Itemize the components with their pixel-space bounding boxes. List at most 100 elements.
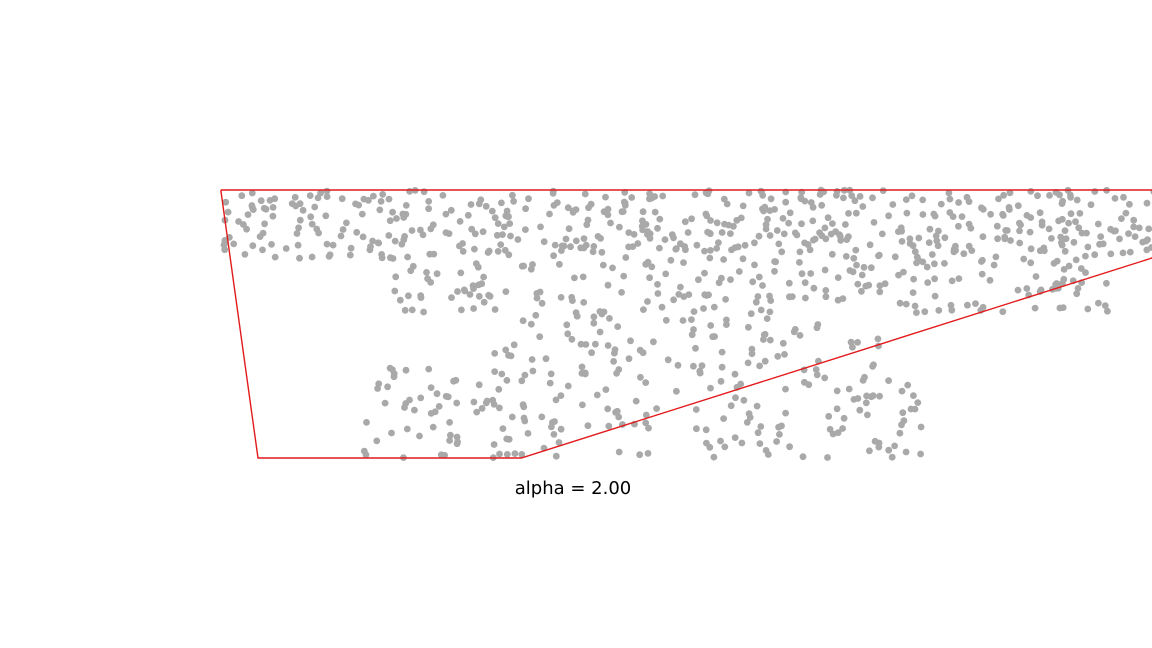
- data-point: [842, 253, 850, 260]
- data-point: [346, 251, 354, 259]
- data-point: [503, 377, 511, 384]
- data-point: [691, 191, 699, 199]
- data-point: [249, 242, 257, 250]
- data-point: [578, 363, 586, 371]
- data-point: [573, 312, 581, 320]
- data-point: [375, 239, 383, 247]
- data-point: [532, 311, 540, 319]
- data-point: [680, 259, 687, 266]
- data-point: [445, 230, 453, 238]
- data-point: [955, 222, 962, 230]
- data-point: [761, 330, 769, 338]
- data-point: [529, 367, 537, 375]
- data-point: [528, 356, 536, 363]
- data-point: [602, 193, 609, 201]
- data-point: [470, 398, 478, 406]
- data-point: [717, 437, 724, 445]
- data-point: [735, 268, 743, 275]
- data-point: [518, 451, 526, 458]
- data-point: [771, 267, 778, 275]
- data-point: [994, 235, 1001, 243]
- data-point: [869, 194, 876, 202]
- data-point: [614, 323, 622, 330]
- data-point: [577, 340, 585, 348]
- data-point: [822, 293, 830, 301]
- data-point: [843, 236, 851, 244]
- data-point: [1031, 304, 1039, 312]
- data-point: [763, 315, 771, 322]
- data-point: [813, 324, 821, 332]
- data-point: [781, 351, 788, 358]
- data-point: [801, 239, 808, 247]
- data-point: [489, 396, 497, 404]
- data-point: [429, 423, 437, 431]
- data-point: [766, 336, 774, 344]
- data-point: [930, 210, 938, 218]
- data-point: [813, 371, 821, 379]
- data-point: [238, 192, 246, 200]
- data-point: [569, 207, 577, 215]
- data-point: [468, 225, 476, 233]
- data-point: [454, 288, 461, 295]
- data-point: [845, 210, 852, 217]
- data-point: [488, 207, 496, 215]
- data-point: [900, 268, 907, 276]
- data-point: [670, 296, 677, 304]
- data-point: [816, 191, 824, 198]
- data-point: [941, 234, 949, 242]
- data-point: [987, 210, 994, 218]
- data-point: [992, 253, 1000, 261]
- data-point: [926, 225, 934, 233]
- data-point: [521, 417, 529, 425]
- data-point: [452, 376, 460, 384]
- data-point: [616, 223, 623, 231]
- data-point: [1061, 227, 1069, 235]
- data-point: [337, 232, 345, 240]
- data-point: [580, 235, 588, 243]
- data-point: [401, 306, 409, 314]
- data-point: [673, 245, 680, 252]
- data-point: [427, 225, 435, 233]
- data-point: [448, 294, 455, 301]
- data-point: [625, 229, 633, 237]
- data-point: [878, 230, 886, 238]
- data-point: [477, 196, 485, 204]
- data-point: [854, 339, 861, 346]
- data-point: [613, 407, 621, 415]
- data-point: [723, 321, 730, 328]
- data-point: [965, 242, 973, 250]
- data-point: [1058, 239, 1065, 247]
- data-point: [1097, 233, 1105, 241]
- data-point: [870, 361, 877, 369]
- data-point: [271, 253, 279, 261]
- data-point: [762, 447, 770, 454]
- data-point: [442, 392, 450, 400]
- data-point: [502, 346, 510, 354]
- data-point: [427, 384, 435, 391]
- data-point: [727, 276, 734, 283]
- data-point: [701, 291, 709, 299]
- data-point: [828, 250, 836, 258]
- data-point: [1125, 230, 1132, 238]
- data-point: [557, 425, 565, 433]
- data-point: [522, 205, 529, 213]
- data-point: [604, 281, 612, 289]
- data-point: [919, 196, 927, 204]
- data-point: [1143, 199, 1151, 207]
- data-point: [373, 437, 381, 445]
- data-point: [757, 187, 765, 195]
- data-point: [862, 399, 870, 407]
- data-point: [778, 248, 786, 256]
- data-point: [802, 294, 809, 302]
- data-point: [675, 291, 683, 298]
- data-point: [393, 215, 400, 222]
- data-point: [656, 215, 664, 223]
- data-point: [664, 356, 672, 364]
- data-point: [572, 237, 580, 245]
- data-point: [521, 371, 529, 379]
- data-point: [642, 411, 650, 419]
- data-point: [688, 215, 695, 223]
- data-point: [609, 264, 616, 272]
- data-point: [282, 245, 290, 252]
- data-point: [502, 288, 510, 295]
